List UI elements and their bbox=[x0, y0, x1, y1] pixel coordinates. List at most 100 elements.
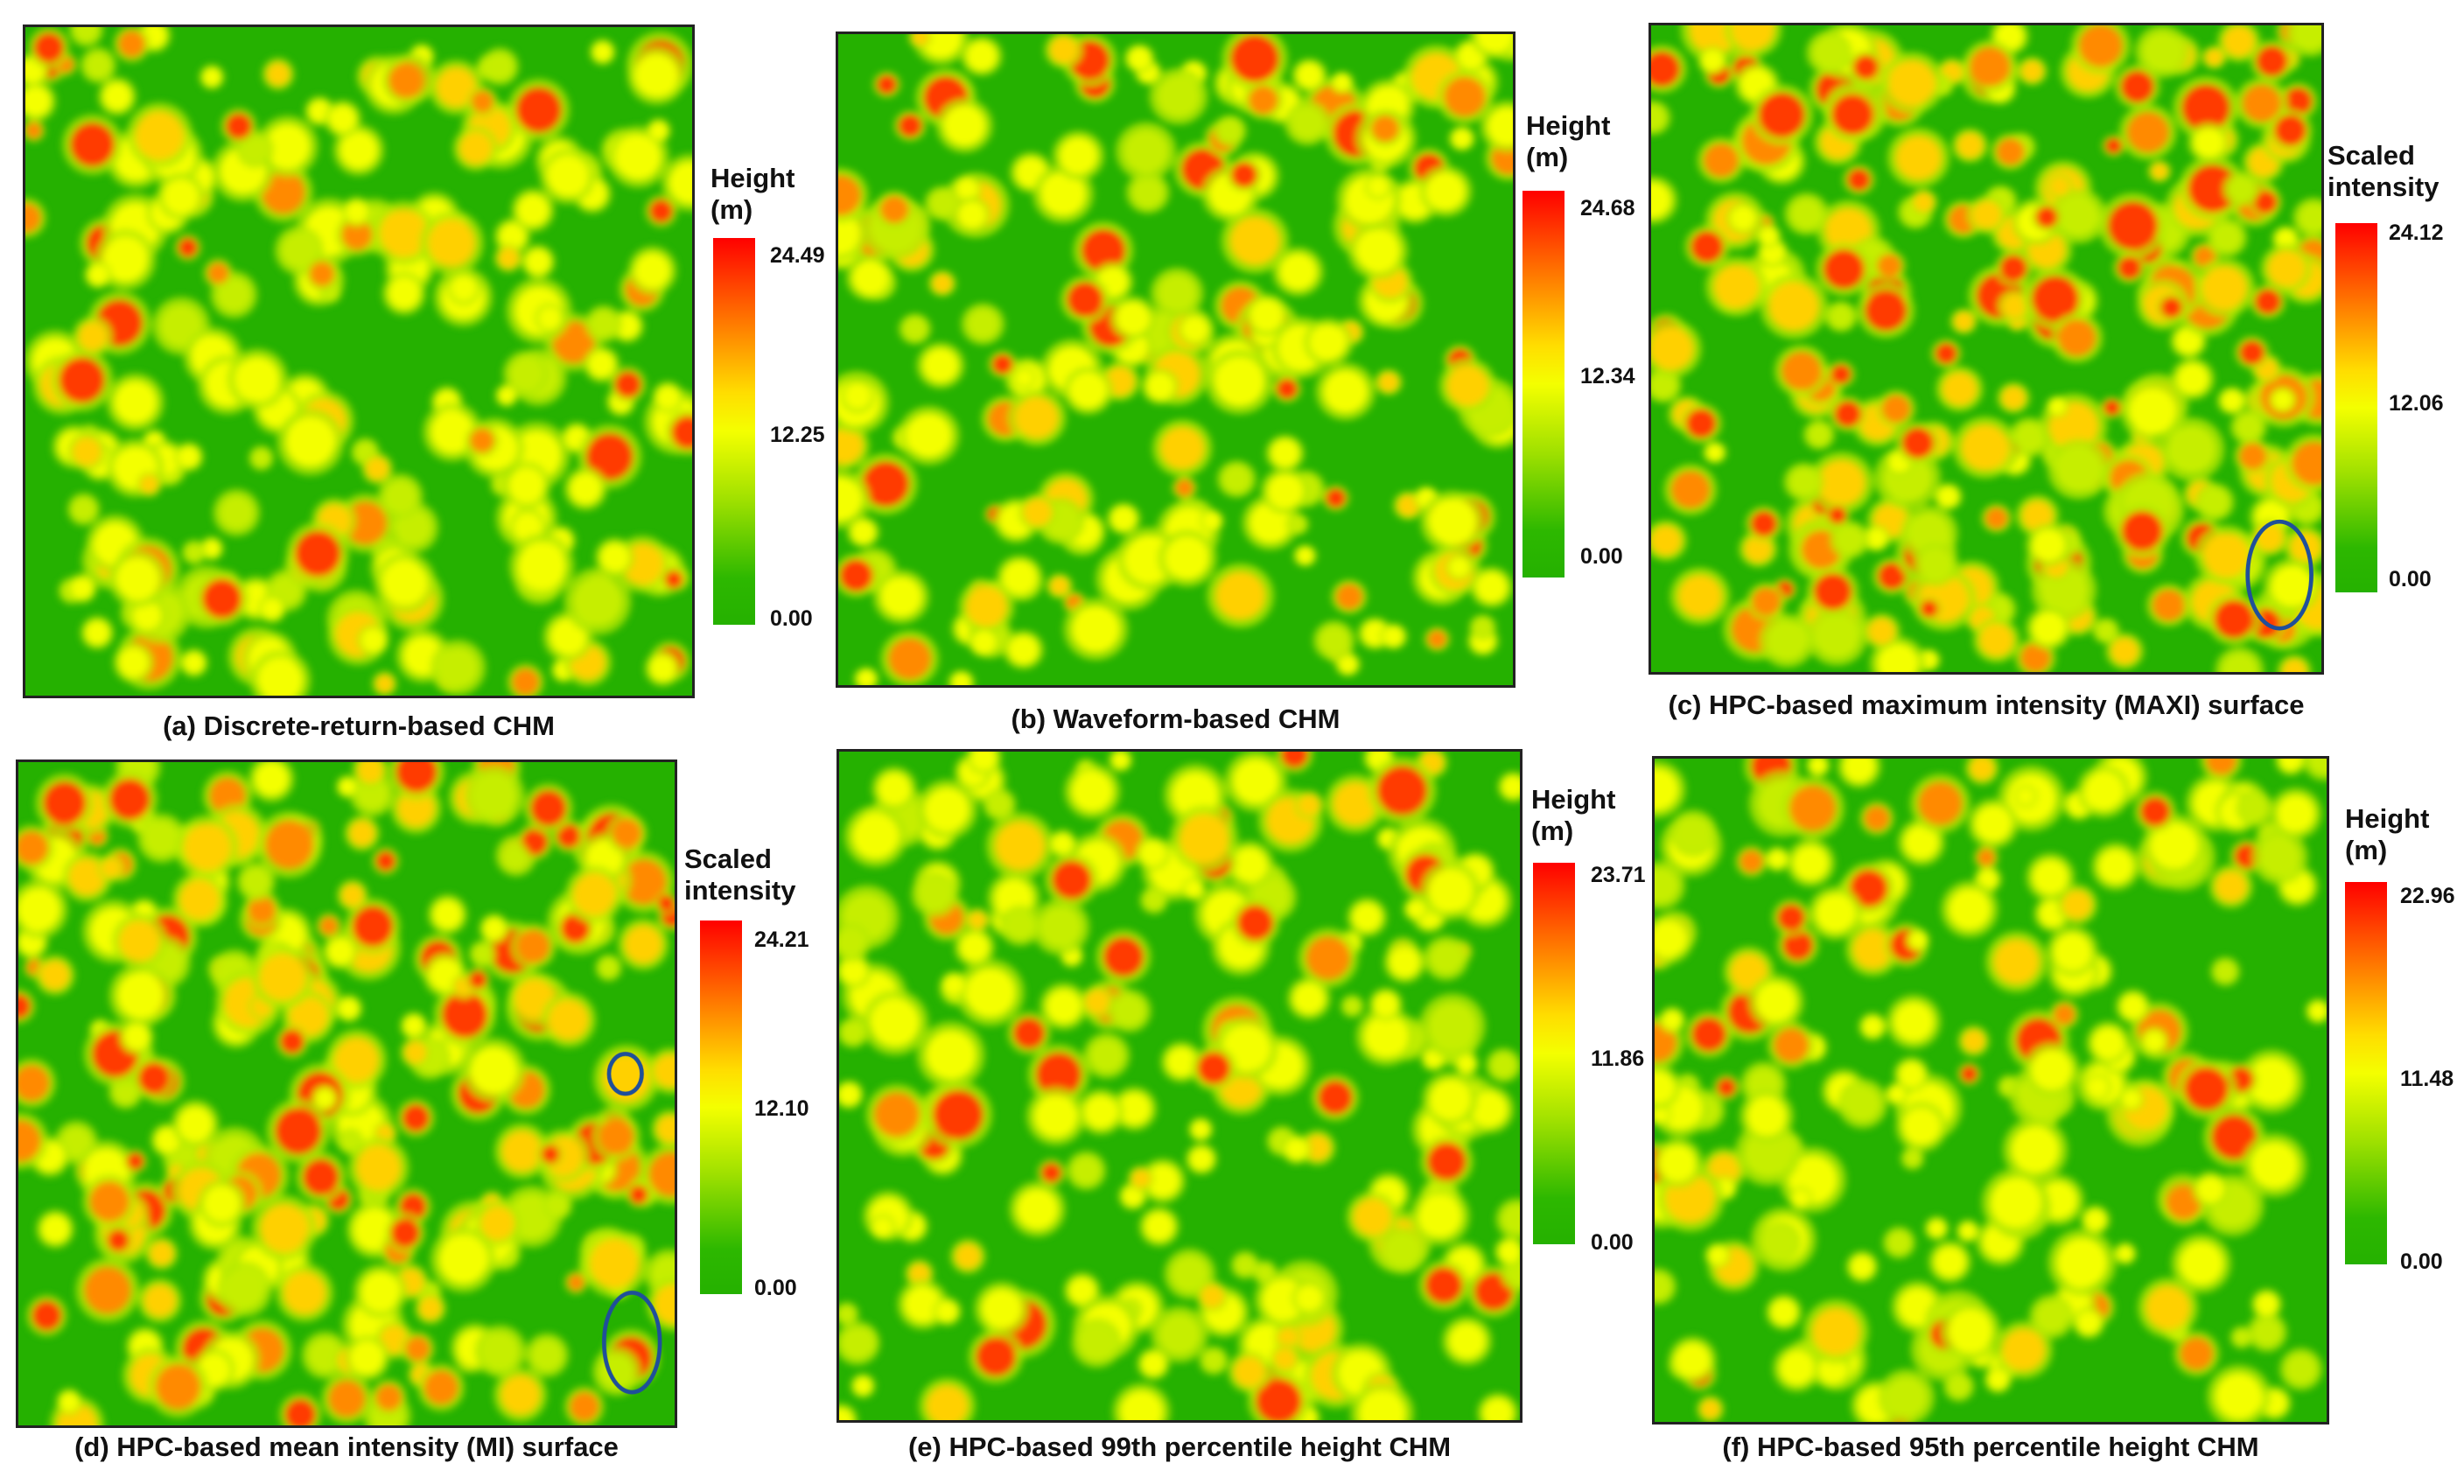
canopy-blob bbox=[2211, 1114, 2258, 1160]
canopy-blob bbox=[382, 560, 428, 606]
canopy-blob bbox=[2013, 422, 2045, 452]
canopy-blob bbox=[839, 1084, 860, 1106]
canopy-blob bbox=[1885, 1376, 1928, 1418]
canopy-blob bbox=[149, 1241, 174, 1266]
canopy-blob bbox=[1141, 1352, 1166, 1376]
raster-map bbox=[836, 32, 1516, 688]
canopy-blob bbox=[525, 248, 551, 275]
legend-max-label: 24.21 bbox=[754, 928, 809, 952]
canopy-blob bbox=[1117, 1092, 1152, 1125]
canopy-blob bbox=[1335, 584, 1363, 610]
canopy-blob bbox=[838, 213, 860, 255]
canopy-blob bbox=[976, 1336, 1017, 1376]
canopy-blob bbox=[2242, 84, 2282, 122]
canopy-blob bbox=[1200, 1284, 1225, 1308]
canopy-blobs bbox=[1655, 759, 2327, 1422]
canopy-blob bbox=[1008, 635, 1039, 665]
canopy-blob bbox=[1655, 1105, 1669, 1124]
canopy-blob bbox=[350, 1340, 384, 1376]
canopy-blob bbox=[1751, 587, 1782, 616]
legend-min-label: 0.00 bbox=[770, 606, 813, 631]
canopy-blob bbox=[1658, 1144, 1697, 1182]
legend-max-label: 24.49 bbox=[770, 243, 825, 268]
canopy-blob bbox=[204, 1185, 240, 1222]
canopy-blob bbox=[326, 938, 354, 965]
canopy-blob bbox=[1498, 1240, 1520, 1264]
canopy-blobs bbox=[838, 34, 1513, 685]
canopy-blob bbox=[202, 539, 221, 558]
canopy-blob bbox=[155, 1127, 180, 1153]
canopy-blob bbox=[1231, 847, 1268, 883]
canopy-blob bbox=[252, 449, 271, 468]
canopy-blob bbox=[1759, 227, 1778, 246]
canopy-blob bbox=[1960, 1065, 1978, 1083]
canopy-blob bbox=[615, 134, 662, 180]
canopy-blob bbox=[1766, 620, 1809, 661]
canopy-blob bbox=[1355, 229, 1401, 272]
canopy-blob bbox=[1948, 1309, 1993, 1354]
canopy-blob bbox=[873, 1092, 920, 1138]
canopy-blob bbox=[1844, 1085, 1881, 1123]
canopy-blob bbox=[2126, 111, 2169, 153]
canopy-blob bbox=[375, 1384, 402, 1411]
canopy-blob bbox=[1382, 626, 1404, 647]
canopy-blob bbox=[2307, 759, 2327, 775]
canopy-blob bbox=[185, 542, 204, 562]
canopy-blob bbox=[1171, 1255, 1209, 1293]
canopy-blob bbox=[936, 1300, 958, 1322]
canopy-blob bbox=[264, 123, 311, 170]
canopy-blob bbox=[2211, 222, 2243, 253]
canopy-blob bbox=[85, 620, 110, 646]
canopy-blob bbox=[481, 1332, 520, 1371]
canopy-blob bbox=[72, 437, 102, 466]
canopy-blob bbox=[1942, 372, 1978, 406]
canopy-blob bbox=[118, 30, 145, 58]
canopy-blob bbox=[2096, 620, 2117, 640]
canopy-blob bbox=[1072, 606, 1120, 653]
canopy-blob bbox=[1789, 198, 1824, 230]
canopy-blob bbox=[872, 1217, 893, 1237]
canopy-blob bbox=[2222, 25, 2255, 57]
canopy-blob bbox=[1807, 424, 1831, 446]
canopy-blob bbox=[2193, 128, 2224, 158]
canopy-blob bbox=[1160, 427, 1205, 470]
canopy-blob bbox=[2151, 163, 2168, 180]
canopy-blob bbox=[1732, 25, 1774, 51]
canopy-blob bbox=[2120, 70, 2154, 103]
canopy-blob bbox=[2160, 297, 2183, 318]
canopy-blob bbox=[655, 385, 680, 410]
canopy-blob bbox=[1179, 814, 1229, 864]
canopy-blob bbox=[1230, 162, 1257, 188]
canopy-blob bbox=[403, 1015, 424, 1037]
color-ramp-legend bbox=[2345, 882, 2387, 1264]
canopy-blobs bbox=[1651, 25, 2321, 672]
canopy-blob bbox=[598, 1118, 634, 1155]
canopy-blob bbox=[2285, 1353, 2318, 1385]
canopy-blob bbox=[1768, 282, 1819, 331]
canopy-blob bbox=[261, 170, 305, 214]
canopy-blob bbox=[530, 789, 567, 827]
canopy-blob bbox=[1487, 107, 1513, 146]
canopy-blob bbox=[2031, 276, 2079, 322]
legend-title: Height (m) bbox=[1531, 784, 1616, 846]
canopy-blob bbox=[183, 652, 205, 674]
canopy-blob bbox=[41, 1214, 70, 1243]
canopy-blob bbox=[503, 845, 527, 869]
canopy-blob bbox=[468, 970, 487, 990]
canopy-blob bbox=[1255, 1264, 1274, 1282]
canopy-blob bbox=[451, 276, 477, 302]
canopy-blob bbox=[441, 991, 488, 1039]
canopy-blob bbox=[2196, 1176, 2224, 1203]
canopy-blob bbox=[428, 219, 476, 267]
canopy-blob bbox=[981, 1289, 1022, 1329]
canopy-blob bbox=[2181, 84, 2230, 132]
canopy-blob bbox=[1323, 370, 1368, 413]
canopy-blob bbox=[1046, 989, 1082, 1024]
canopy-blob bbox=[1843, 759, 1876, 783]
canopy-blob bbox=[2107, 201, 2159, 250]
canopy-blob bbox=[599, 542, 629, 572]
canopy-blob bbox=[1730, 953, 1768, 990]
canopy-blob bbox=[501, 1130, 542, 1172]
canopy-blob bbox=[570, 1391, 599, 1422]
canopy-blob bbox=[1049, 36, 1078, 64]
